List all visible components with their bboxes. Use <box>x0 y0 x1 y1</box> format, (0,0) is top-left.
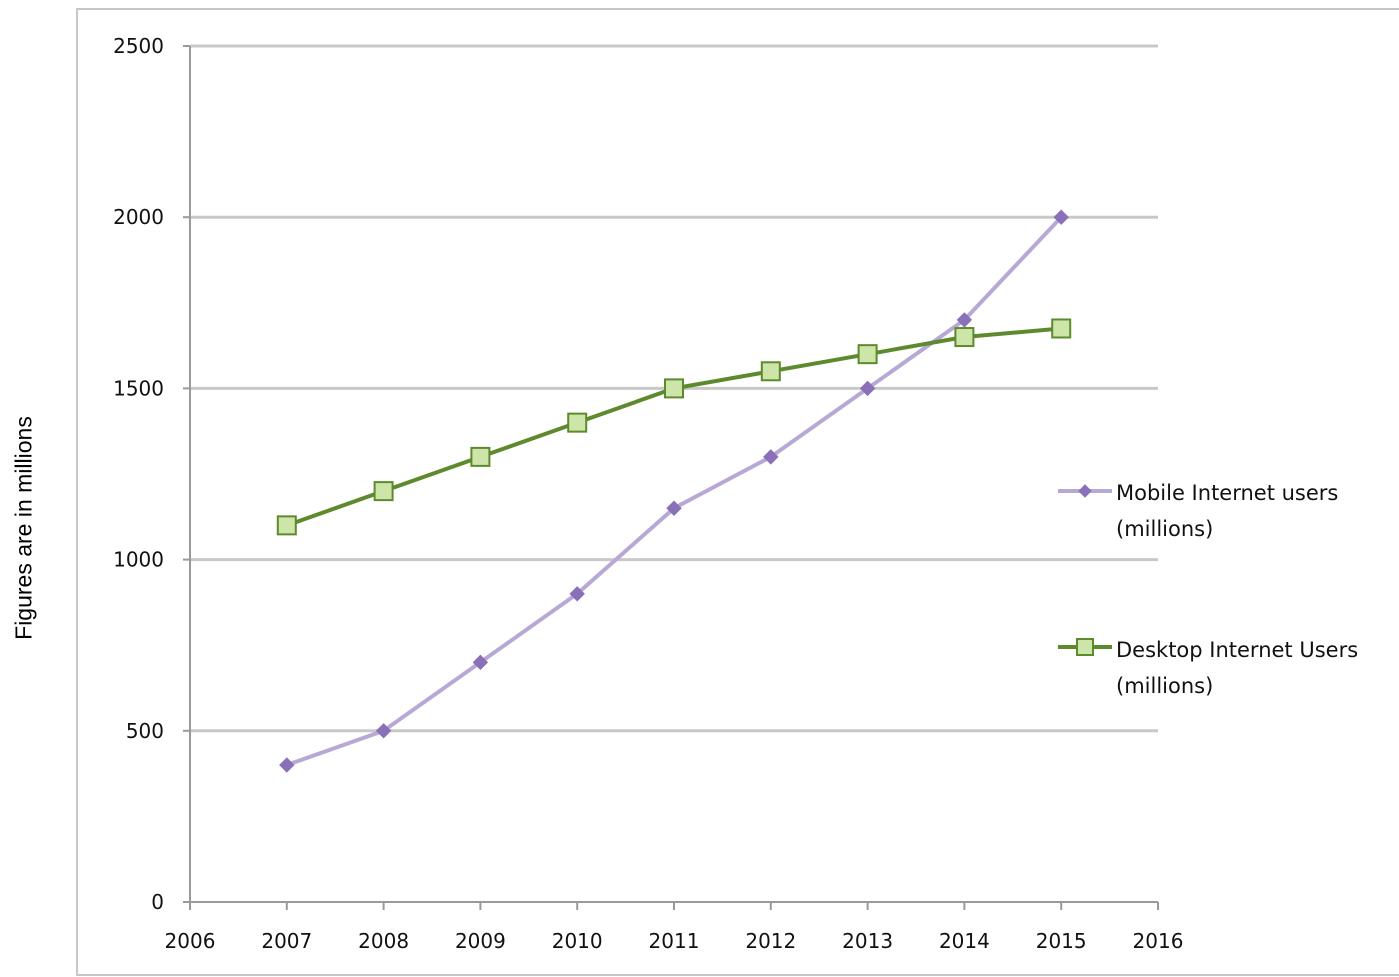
data-point-1-2013 <box>857 344 878 365</box>
x-tick-label-2015: 2015 <box>1036 929 1087 953</box>
data-point-0-2014 <box>956 312 973 328</box>
y-tick-label-2500: 2500 <box>113 34 164 58</box>
data-point-0-2009 <box>472 654 489 671</box>
data-point-1-2015 <box>1051 318 1072 339</box>
series-layer <box>276 209 1072 773</box>
legend-item-1: Desktop Internet Users (millions) <box>1058 638 1358 698</box>
data-point-1-2008 <box>373 481 394 502</box>
x-tick-label-2013: 2013 <box>842 929 893 953</box>
legend-label-0-1: (millions) <box>1116 517 1213 541</box>
legend-label-1-0: Desktop Internet Users <box>1116 638 1358 662</box>
data-point-0-2011 <box>666 500 682 516</box>
series-1 <box>276 318 1072 536</box>
data-point-1-2012 <box>760 361 781 382</box>
axes: 0 500 1000 1500 2000 2500 2006 2007 2008 2009 2010… <box>113 34 1183 953</box>
x-tick-label-2009: 2009 <box>455 929 506 953</box>
data-point-1-2007 <box>276 515 297 536</box>
data-point-1-2010 <box>567 412 588 433</box>
y-tick-label-2000: 2000 <box>113 205 164 229</box>
chart-frame <box>76 8 1399 976</box>
data-point-1-2009 <box>470 446 491 467</box>
y-tick-label-1500: 1500 <box>113 376 164 400</box>
legend: Mobile Internet users(millions)Desktop I… <box>1058 481 1358 698</box>
legend-item-0: Mobile Internet users (millions) <box>1058 481 1338 541</box>
x-tick-label-2010: 2010 <box>552 929 603 953</box>
x-tick-label-2016: 2016 <box>1133 929 1184 953</box>
series-line-1 <box>286 326 1062 528</box>
legend-label-0-0: Mobile Internet users <box>1116 481 1338 505</box>
x-tick-label-2006: 2006 <box>165 929 216 953</box>
y-tick-label-500: 500 <box>126 719 164 743</box>
data-point-0-2012 <box>763 449 779 465</box>
y-tick-label-1000: 1000 <box>113 548 164 572</box>
gridlines <box>190 44 1158 733</box>
series-0 <box>279 209 1069 773</box>
series-line-0 <box>286 215 1063 767</box>
x-tick-label-2007: 2007 <box>261 929 312 953</box>
data-point-0-2007 <box>279 757 295 773</box>
y-tick-label-0: 0 <box>151 890 164 914</box>
legend-label-1-1: (millions) <box>1116 674 1213 698</box>
data-point-0-2015 <box>1053 209 1069 225</box>
data-point-0-2010 <box>569 586 585 602</box>
data-point-1-2011 <box>664 378 684 399</box>
data-point-0-2008 <box>375 723 392 739</box>
legend-marker-0 <box>1078 484 1092 498</box>
x-tick-label-2008: 2008 <box>358 929 409 953</box>
data-point-0-2013 <box>859 380 876 397</box>
legend-marker-1 <box>1076 638 1094 656</box>
data-point-1-2014 <box>954 327 975 348</box>
x-tick-label-2014: 2014 <box>939 929 990 953</box>
x-tick-label-2012: 2012 <box>745 929 796 953</box>
x-tick-label-2011: 2011 <box>649 929 700 953</box>
